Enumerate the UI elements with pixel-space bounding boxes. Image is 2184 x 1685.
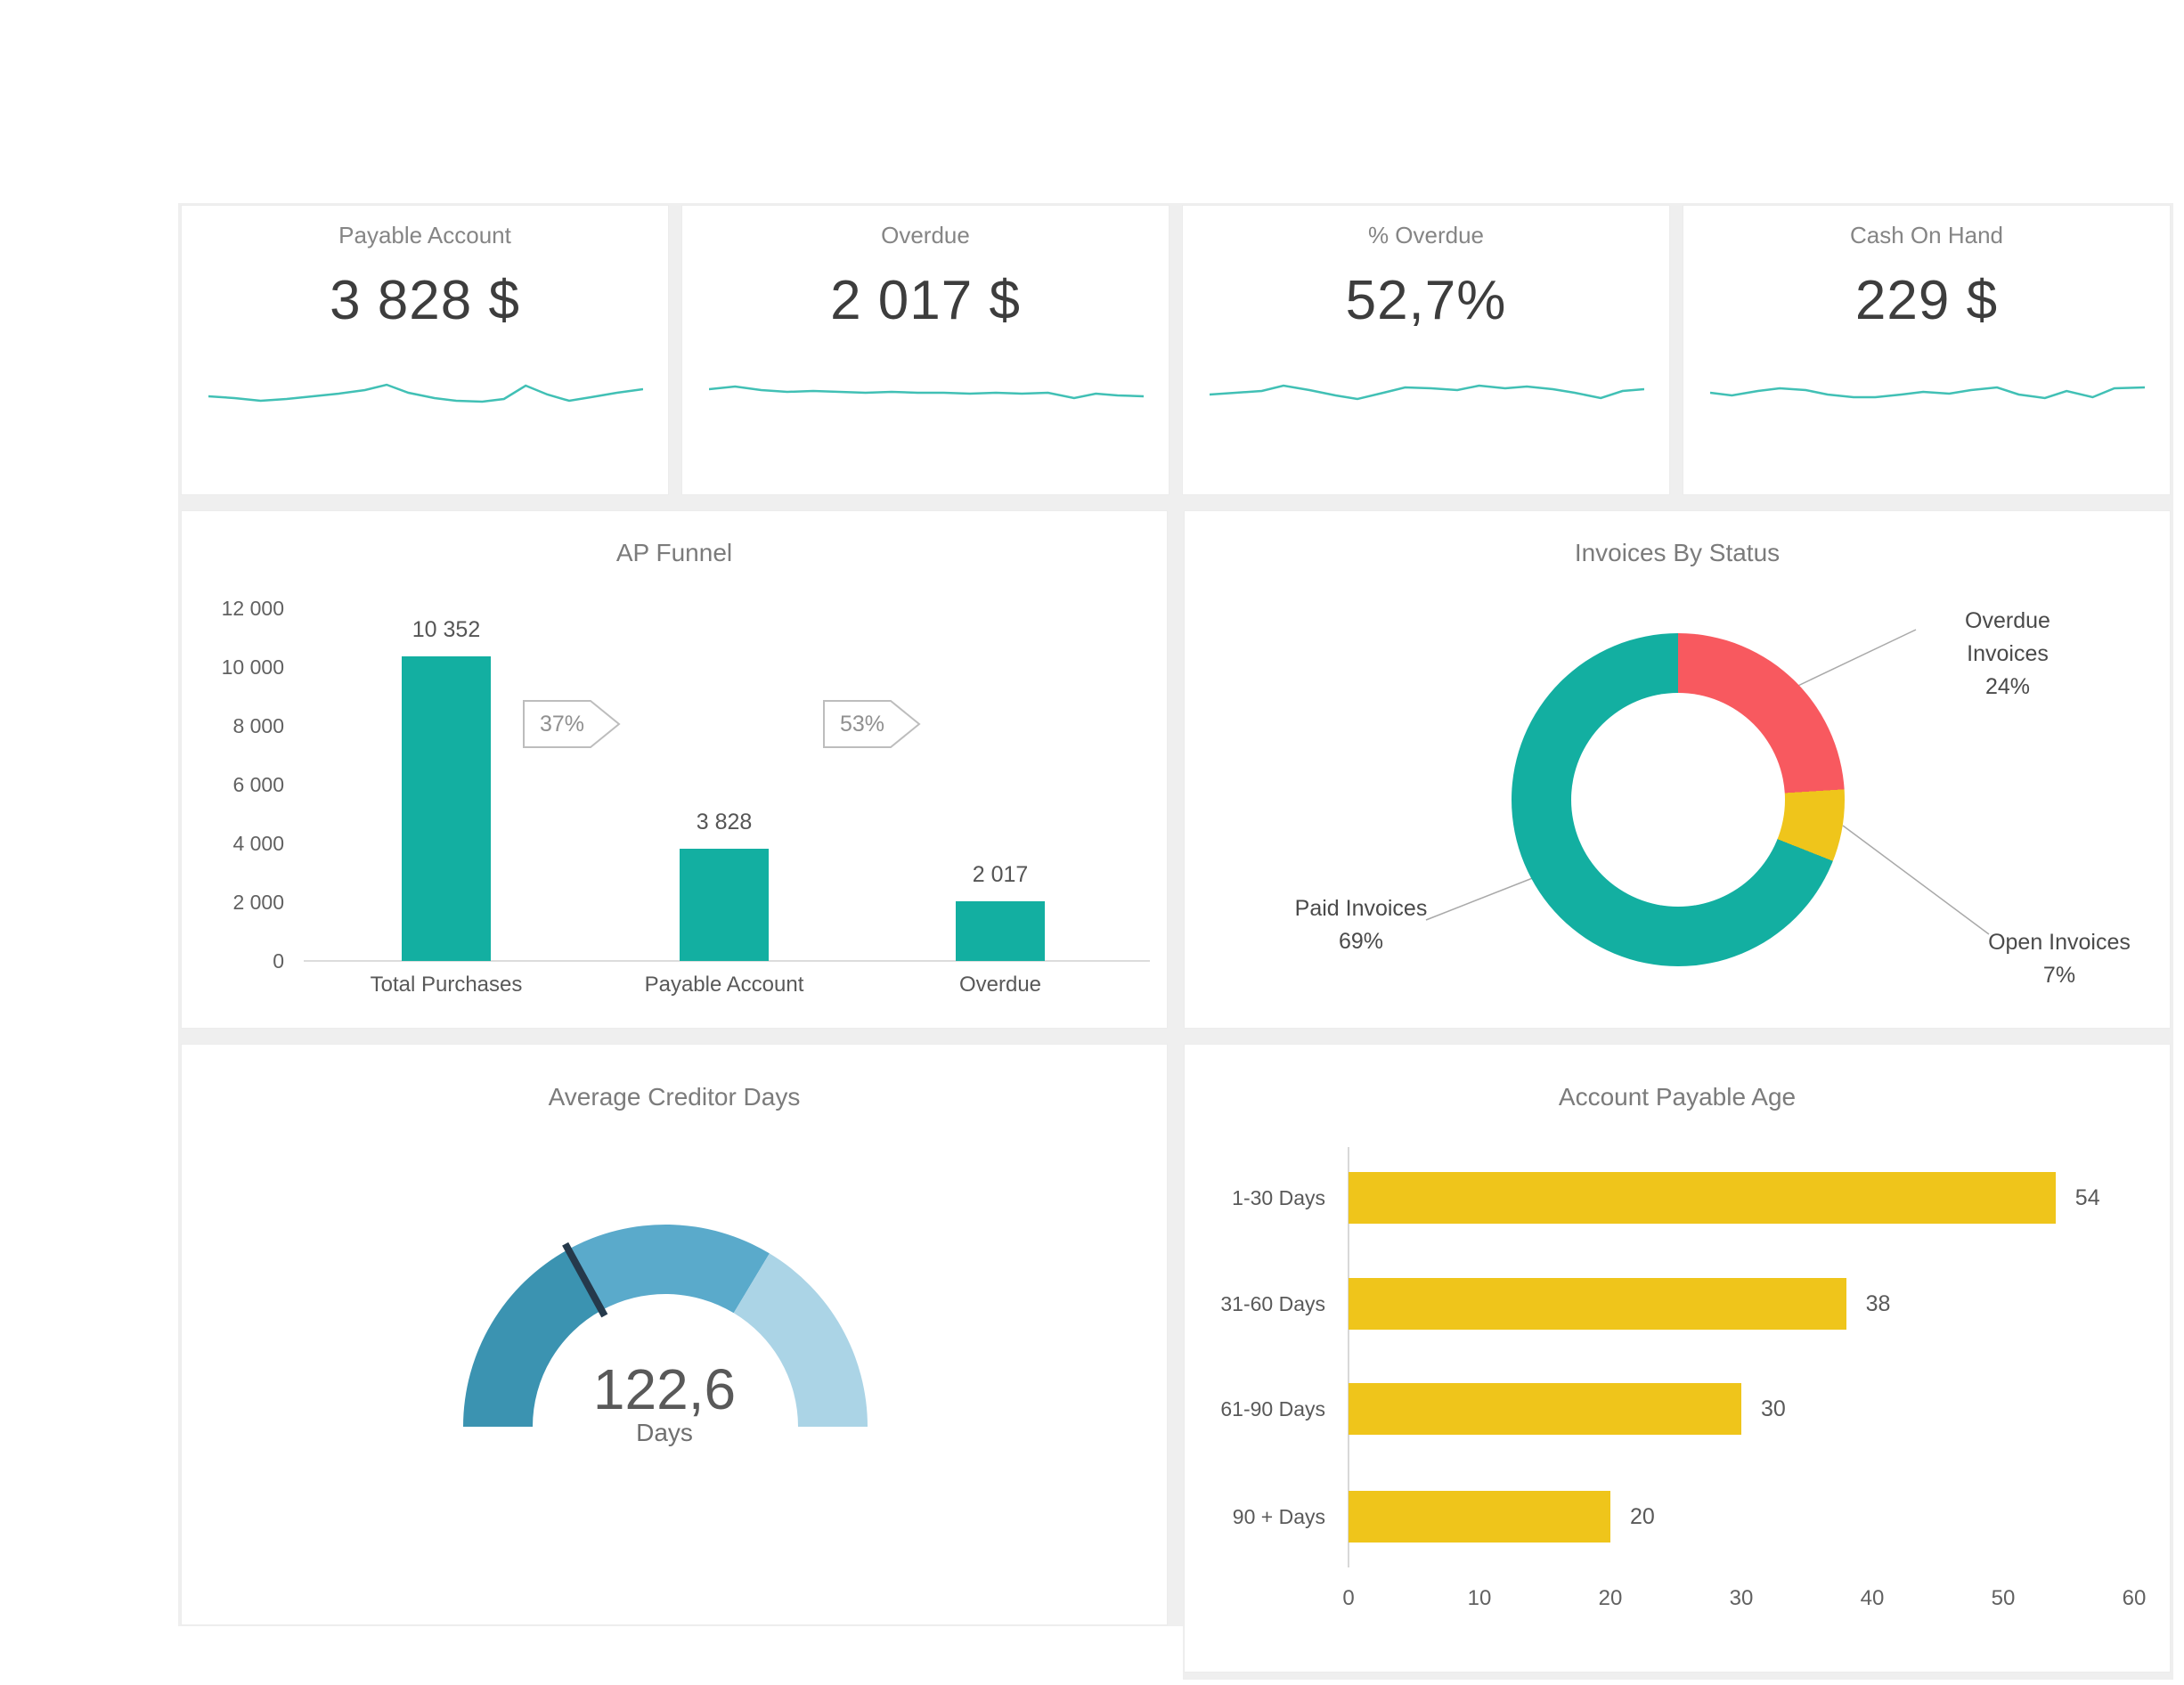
badge-label: 37% [540, 712, 584, 737]
background-patch [178, 1626, 1183, 1680]
slice-label-line: Open Invoices [1988, 930, 2131, 955]
sparkline-chart [208, 383, 643, 403]
chart-title: Invoices By Status [1574, 539, 1781, 566]
slice-label-line: Invoices [1967, 641, 2049, 666]
age-plot-area: 54 38 30 20 0 10 20 30 40 50 60 [1342, 1150, 2146, 1610]
kpi-value: 3 828 $ [330, 270, 520, 331]
bar-value-label: 54 [2074, 1185, 2100, 1210]
x-axis-line [304, 960, 1150, 962]
slice-label-line: Paid Invoices [1294, 896, 1428, 921]
bar-value-label: 20 [1630, 1504, 1655, 1529]
x-axis-tick: 30 [1729, 1586, 1754, 1610]
x-axis-tick: 20 [1598, 1586, 1623, 1610]
conversion-badge: 37% [523, 700, 621, 748]
category-label: Payable Account [644, 973, 804, 997]
slice-percent: 69% [1338, 929, 1384, 954]
y-axis-line [1348, 1147, 1349, 1567]
kpi-card-pct-overdue: % Overdue 52,7% [1182, 205, 1670, 495]
kpi-value: 229 $ [1854, 270, 1999, 331]
slice-percent: 24% [1984, 674, 2031, 699]
slice-label-line: Overdue [1965, 608, 2050, 633]
category-label: 90 + Days [1232, 1505, 1325, 1528]
kpi-card-overdue: Overdue 2 017 $ [681, 205, 1169, 495]
x-axis-tick: 0 [1342, 1586, 1355, 1610]
invoices-by-status-panel: Invoices By Status Overdue Invoices 24% … [1184, 510, 2171, 1029]
y-axis-tick: 10 000 [221, 655, 284, 679]
y-axis-tick: 4 000 [232, 832, 284, 855]
y-axis-tick: 12 000 [221, 597, 284, 620]
kpi-value: 52,7% [1345, 270, 1507, 331]
sparkline-chart [1210, 384, 1644, 401]
bar-31-60-days[interactable] [1349, 1278, 1846, 1330]
kpi-title: % Overdue [1367, 222, 1485, 248]
slice-label-open-invoices: Open Invoices 7% [1935, 926, 2184, 992]
category-label: 61-90 Days [1220, 1397, 1325, 1420]
slice-label-paid-invoices: Paid Invoices 69% [1236, 892, 1486, 958]
y-axis-tick: 6 000 [232, 773, 284, 796]
bar-61-90-days[interactable] [1349, 1383, 1741, 1435]
category-label: 31-60 Days [1220, 1292, 1325, 1315]
chart-title: Average Creditor Days [548, 1083, 801, 1111]
y-axis-tick: 2 000 [232, 891, 284, 914]
kpi-title: Payable Account [338, 222, 511, 248]
x-axis-tick: 60 [2122, 1586, 2147, 1610]
category-label: 1-30 Days [1232, 1186, 1325, 1209]
y-axis-tick: 8 000 [232, 714, 284, 737]
funnel-plot-area: 10 352 3 828 2 017 [304, 608, 1150, 961]
bar-payable-account[interactable] [680, 848, 769, 961]
chart-title: Account Payable Age [1558, 1083, 1797, 1111]
bar-value-label: 38 [1865, 1291, 1891, 1316]
account-payable-age-panel: Account Payable Age 1-30 Days 31-60 Days… [1184, 1044, 2171, 1673]
badge-label: 53% [840, 712, 884, 737]
sparkline-chart [1710, 386, 2145, 400]
conversion-badge: 53% [823, 700, 921, 748]
bar-total-purchases[interactable] [402, 656, 491, 961]
x-axis-tick: 10 [1467, 1586, 1492, 1610]
bar-value-label: 2 017 [972, 862, 1029, 888]
kpi-title: Cash On Hand [1850, 222, 2003, 248]
donut-hole [1571, 693, 1785, 907]
gauge-unit: Days [636, 1419, 693, 1446]
average-creditor-days-panel: Average Creditor Days 122,6 Days [181, 1044, 1168, 1625]
x-axis-tick: 40 [1860, 1586, 1885, 1610]
kpi-title: Overdue [881, 222, 970, 248]
kpi-card-payable-account: Payable Account 3 828 $ [181, 205, 669, 495]
gauge-value: 122,6 [592, 1357, 737, 1421]
y-axis-tick: 0 [273, 949, 284, 973]
ap-funnel-panel: AP Funnel 12 000 10 000 8 000 6 000 4 00… [181, 510, 1168, 1029]
slice-percent: 7% [2042, 963, 2076, 988]
sparkline-chart [709, 385, 1144, 400]
kpi-value: 2 017 $ [830, 270, 1021, 331]
bar-1-30-days[interactable] [1349, 1172, 2056, 1224]
category-label: Overdue [958, 973, 1042, 997]
x-axis-tick: 50 [1991, 1586, 2016, 1610]
bar-overdue[interactable] [956, 901, 1045, 961]
chart-title: AP Funnel [615, 539, 733, 566]
gauge-chart[interactable] [463, 1223, 869, 1429]
category-label: Total Purchases [370, 973, 523, 997]
bar-value-label: 3 828 [696, 809, 753, 834]
bar-90-plus-days[interactable] [1349, 1491, 1610, 1543]
bar-value-label: 10 352 [412, 617, 481, 643]
kpi-card-cash-on-hand: Cash On Hand 229 $ [1683, 205, 2171, 495]
slice-label-overdue-invoices: Overdue Invoices 24% [1883, 605, 2132, 704]
bar-value-label: 30 [1761, 1396, 1786, 1421]
